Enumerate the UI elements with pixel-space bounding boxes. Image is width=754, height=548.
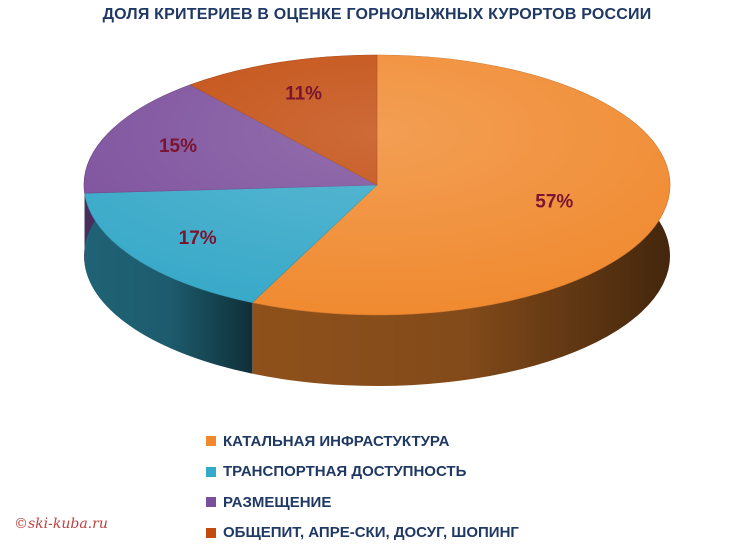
- legend-label: ТРАНСПОРТНАЯ ДОСТУПНОСТЬ: [223, 463, 466, 480]
- slice-value-label: 15%: [159, 136, 197, 157]
- legend-swatch: [206, 436, 216, 446]
- pie-chart: 57% 17% 15% 11%: [0, 0, 754, 420]
- watermark: ©ski-kuba.ru: [14, 516, 108, 532]
- legend-swatch: [206, 528, 216, 538]
- slice-value-label: 57%: [535, 192, 573, 213]
- slice-value-label: 11%: [285, 84, 322, 105]
- legend-label: КАТАЛЬНАЯ ИНФРАСТУКТУРА: [223, 433, 449, 450]
- legend-item: КАТАЛЬНАЯ ИНФРАСТУКТУРА: [206, 426, 519, 457]
- legend-swatch: [206, 497, 216, 507]
- legend-item: ТРАНСПОРТНАЯ ДОСТУПНОСТЬ: [206, 457, 519, 488]
- legend-item: ОБЩЕПИТ, АПРЕ-СКИ, ДОСУГ, ШОПИНГ: [206, 518, 519, 548]
- slice-value-label: 17%: [179, 228, 217, 249]
- legend-item: РАЗМЕЩЕНИЕ: [206, 487, 519, 518]
- legend: КАТАЛЬНАЯ ИНФРАСТУКТУРА ТРАНСПОРТНАЯ ДОСТ…: [206, 426, 519, 548]
- legend-label: ОБЩЕПИТ, АПРЕ-СКИ, ДОСУГ, ШОПИНГ: [223, 524, 519, 541]
- legend-label: РАЗМЕЩЕНИЕ: [223, 494, 331, 511]
- pie-top-gloss: [84, 55, 670, 315]
- legend-swatch: [206, 467, 216, 477]
